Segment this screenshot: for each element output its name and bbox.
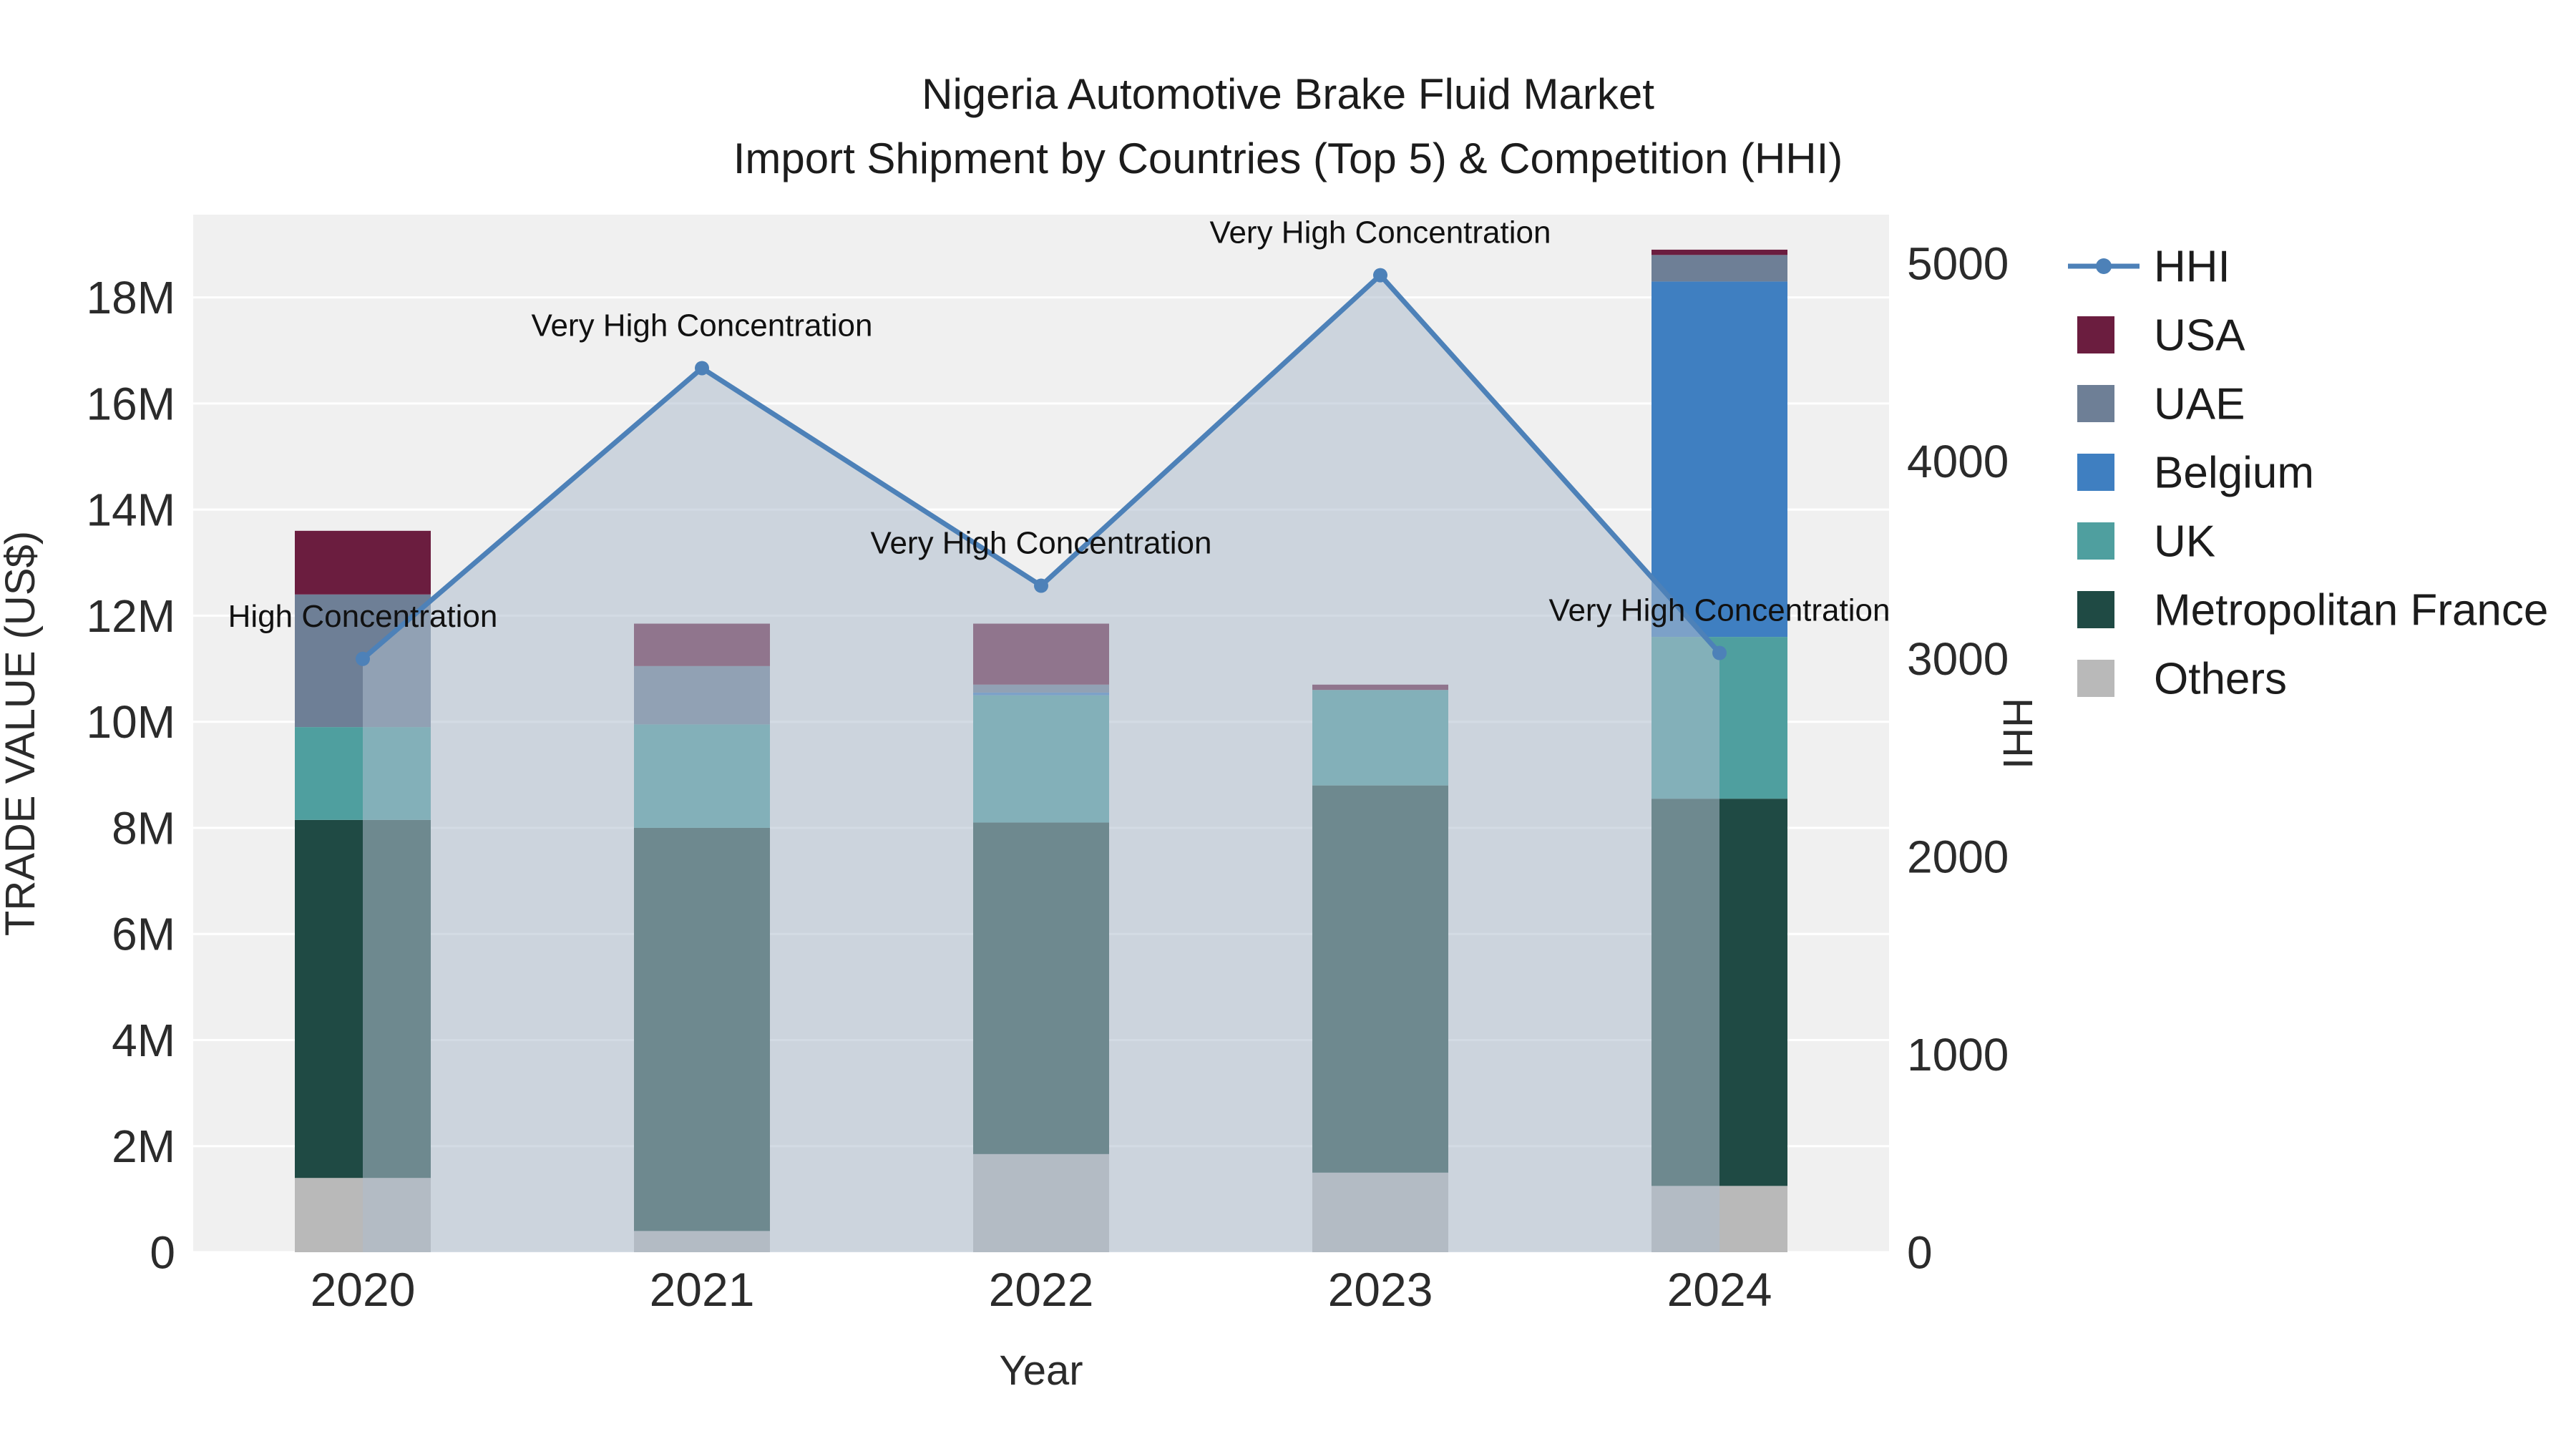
y-left-tick-label: 4M [112,1015,175,1066]
annotation-2020: High Concentration [228,599,498,634]
bar-segment-uae [1652,255,1787,282]
legend-swatch-uk[interactable] [2077,522,2114,560]
y-left-tick-label: 12M [87,590,176,642]
hhi-marker [1712,645,1727,660]
y-left-tick-label: 2M [112,1121,175,1172]
hhi-marker [695,361,709,376]
bar-segment-usa [295,530,431,595]
legend-swatch-belgium[interactable] [2077,454,2114,491]
legend-swatch-metropolitan-france[interactable] [2077,591,2114,628]
legend-swatch-hhi-marker[interactable] [2096,258,2112,274]
x-tick-label-2023: 2023 [1328,1263,1433,1316]
legend-label-usa[interactable]: USA [2154,311,2245,361]
legend-swatch-others[interactable] [2077,660,2114,697]
legend-label-belgium[interactable]: Belgium [2154,449,2314,498]
bar-segment-usa [1652,249,1787,255]
annotation-2023: Very High Concentration [1210,215,1551,250]
legend-label-uk[interactable]: UK [2154,517,2215,567]
x-tick-label-2021: 2021 [650,1263,755,1316]
y-left-tick-label: 8M [112,802,175,854]
y-left-tick-label: 16M [87,378,176,429]
y-left-tick-label: 10M [87,696,176,748]
y-right-tick-label: 4000 [1907,436,2009,487]
chart-title-line1: Nigeria Automotive Brake Fluid Market [922,70,1654,118]
legend-label-metropolitan-france[interactable]: Metropolitan France [2154,586,2548,635]
x-tick-label-2020: 2020 [311,1263,416,1316]
chart-title-line2: Import Shipment by Countries (Top 5) & C… [733,135,1843,182]
x-tick-label-2022: 2022 [989,1263,1094,1316]
legend-label-others[interactable]: Others [2154,655,2287,704]
annotation-2022: Very High Concentration [871,526,1212,561]
y-left-tick-label: 14M [87,484,176,536]
x-axis-title: Year [999,1347,1083,1394]
legend-swatch-uae[interactable] [2077,385,2114,422]
hhi-area [363,275,1719,1252]
y-right-tick-label: 2000 [1907,831,2009,883]
y-left-tick-label: 0 [150,1226,175,1278]
legend-swatch-usa[interactable] [2077,316,2114,353]
y-right-tick-label: 3000 [1907,633,2009,685]
annotation-2021: Very High Concentration [532,308,873,343]
y-right-tick-label: 0 [1907,1226,1933,1278]
legend-label-hhi[interactable]: HHI [2154,243,2230,292]
y-left-axis-title: TRADE VALUE (US$) [0,531,44,936]
legend-label-uae[interactable]: UAE [2154,380,2245,429]
y-left-tick-label: 18M [87,272,176,323]
annotation-2024: Very High Concentration [1549,593,1890,628]
y-right-tick-label: 5000 [1907,238,2009,289]
x-tick-label-2024: 2024 [1667,1263,1772,1316]
hhi-marker [356,651,370,666]
y-right-axis-title: HHI [1994,698,2041,769]
hhi-marker [1034,578,1048,593]
y-left-tick-label: 6M [112,909,175,960]
y-right-tick-label: 1000 [1907,1029,2009,1080]
bar-segment-belgium [1652,281,1787,638]
hhi-marker [1373,268,1387,283]
